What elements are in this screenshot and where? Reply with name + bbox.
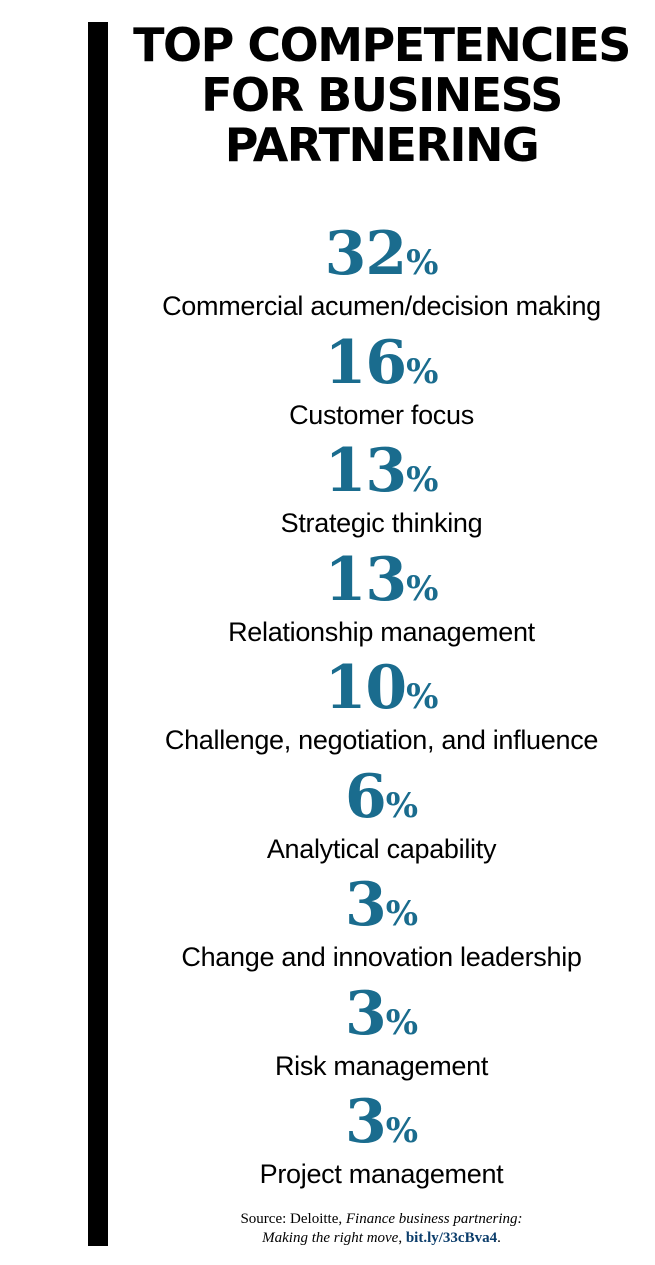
- percent-sign: %: [385, 786, 419, 826]
- percent-sign: %: [406, 352, 439, 392]
- percentage-number: 32: [324, 219, 407, 289]
- percentage-value: 13%: [108, 441, 655, 508]
- percentage-value: 32%: [108, 224, 655, 291]
- competency-label: Risk management: [274, 1051, 489, 1081]
- percent-sign: %: [385, 894, 419, 934]
- competency-label: Project management: [259, 1159, 504, 1189]
- percent-sign: %: [406, 677, 439, 717]
- source-prefix: Source: Deloitte,: [240, 1211, 346, 1227]
- percent-sign: %: [385, 1111, 419, 1151]
- percentage-value: 3%: [108, 875, 655, 942]
- percentage-value: 3%: [108, 984, 655, 1051]
- competency-item: 3% Project management: [108, 1092, 655, 1189]
- competency-item: 13% Relationship management: [108, 550, 655, 647]
- title-line-3: PARTNERING: [224, 118, 540, 172]
- percentage-number: 13: [324, 545, 407, 615]
- competency-item: 3% Change and innovation leadership: [108, 875, 655, 972]
- percentage-value: 13%: [108, 550, 655, 617]
- competency-label: Relationship management: [228, 617, 535, 647]
- competency-label: Customer focus: [289, 400, 474, 430]
- percent-sign: %: [385, 1003, 419, 1043]
- percentage-number: 3: [344, 870, 387, 940]
- percentage-value: 10%: [108, 658, 655, 725]
- percentage-number: 13: [324, 436, 407, 506]
- title-line-2: FOR BUSINESS: [201, 68, 563, 122]
- source-publication-line-1: Finance business partnering:: [345, 1211, 523, 1227]
- competency-item: 10% Challenge, negotiation, and influence: [108, 658, 655, 755]
- source-suffix: .: [497, 1230, 501, 1246]
- source-separator: ,: [398, 1230, 406, 1246]
- source-note: Source: Deloitte, Finance business partn…: [108, 1210, 655, 1248]
- decorative-side-bar: [88, 22, 108, 1246]
- percent-sign: %: [406, 569, 439, 609]
- competency-label: Change and innovation leadership: [181, 942, 582, 972]
- competency-label: Challenge, negotiation, and influence: [164, 725, 599, 755]
- competency-label: Commercial acumen/decision making: [162, 291, 601, 321]
- percentage-value: 3%: [108, 1092, 655, 1159]
- percentage-number: 6: [344, 762, 387, 832]
- source-publication-line-2: Making the right move: [262, 1230, 399, 1246]
- title-line-1: TOP COMPETENCIES: [133, 18, 631, 72]
- competency-item: 3% Risk management: [108, 984, 655, 1081]
- percent-sign: %: [406, 460, 439, 500]
- competency-label: Analytical capability: [266, 834, 497, 864]
- percentage-number: 10: [324, 653, 407, 723]
- competency-item: 13% Strategic thinking: [108, 441, 655, 538]
- competency-item: 32% Commercial acumen/decision making: [108, 224, 655, 321]
- percentage-number: 3: [344, 1087, 387, 1157]
- competency-item: 6% Analytical capability: [108, 767, 655, 864]
- source-link[interactable]: bit.ly/33cBva4: [405, 1230, 498, 1246]
- percentage-number: 3: [344, 979, 387, 1049]
- percent-sign: %: [406, 243, 439, 283]
- percentage-value: 16%: [108, 333, 655, 400]
- competency-item: 16% Customer focus: [108, 333, 655, 430]
- percentage-number: 16: [324, 328, 407, 398]
- competency-label: Strategic thinking: [280, 508, 483, 538]
- chart-title: TOP COMPETENCIES FOR BUSINESS PARTNERING: [108, 20, 655, 170]
- percentage-value: 6%: [108, 767, 655, 834]
